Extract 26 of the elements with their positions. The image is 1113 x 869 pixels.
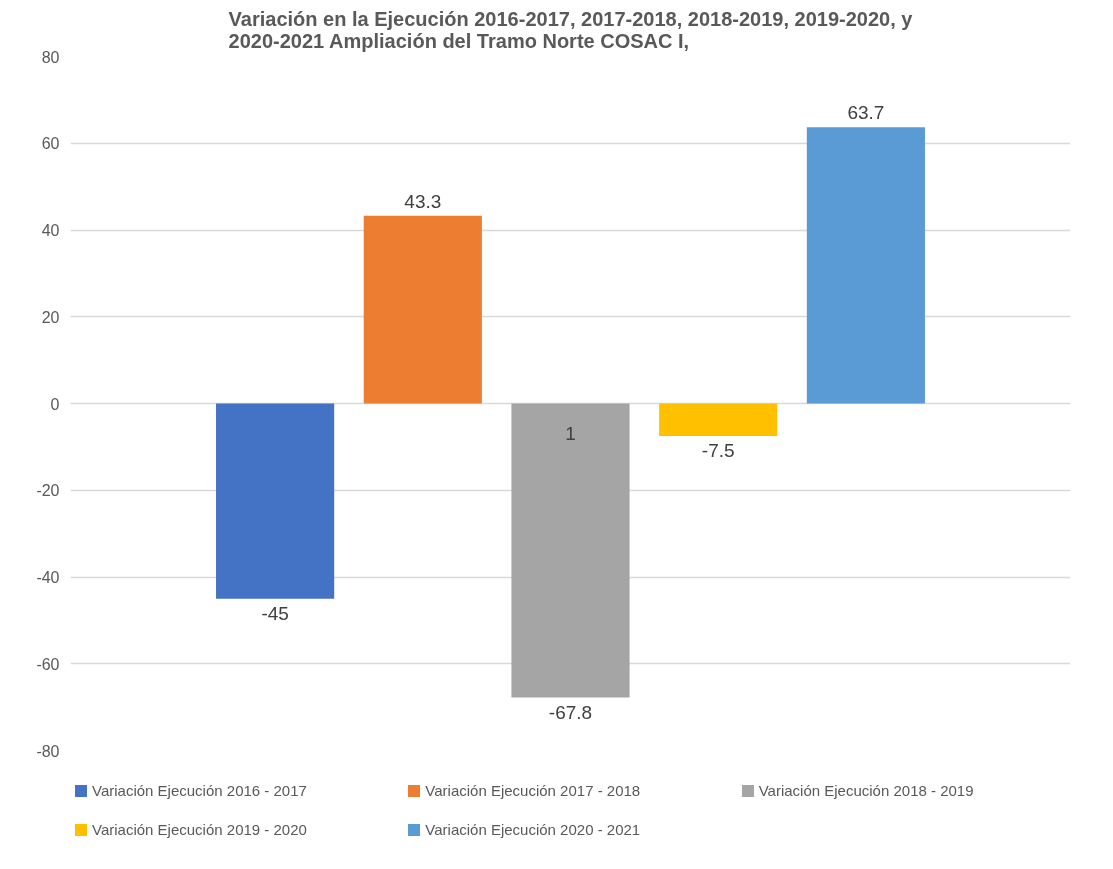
- legend-label: Variación Ejecución 2018 - 2019: [758, 781, 974, 801]
- legend-label: Variación Ejecución 2016 - 2017: [92, 781, 307, 801]
- y-tick-label: -40: [36, 569, 60, 586]
- bar: [363, 215, 482, 404]
- y-tick-label: -20: [36, 482, 60, 500]
- annotation: 1: [565, 423, 576, 444]
- y-tick-label: 60: [41, 135, 60, 153]
- bar: [216, 403, 335, 599]
- data-label: 43.3: [404, 190, 442, 212]
- bar: [659, 403, 778, 437]
- y-tick-label: 80: [41, 48, 60, 66]
- data-label: -67.8: [548, 701, 593, 723]
- y-tick-label: 20: [41, 308, 60, 326]
- y-tick-label: 0: [50, 395, 60, 413]
- legend-label: Variación Ejecución 2020 - 2021: [425, 820, 641, 841]
- data-label: -45: [261, 602, 289, 624]
- bar: [511, 403, 630, 698]
- y-tick-label: -80: [36, 742, 60, 760]
- chart-title: Variación en la Ejecución 2016-2017, 2017-2018, 2018-2019, 2019-2020, y 2020-2021 Ampliación del Tramo Norte COSAC I,: [228, 7, 914, 52]
- data-label: 63.7: [847, 102, 885, 124]
- legend-label: Variación Ejecución 2019 - 2020: [92, 820, 307, 841]
- y-tick-label: 40: [41, 222, 60, 239]
- bar: [806, 127, 925, 404]
- legend-label: Variación Ejecución 2017 - 2018: [425, 781, 641, 801]
- y-tick-label: -60: [36, 655, 60, 673]
- data-label: -7.5: [701, 440, 735, 462]
